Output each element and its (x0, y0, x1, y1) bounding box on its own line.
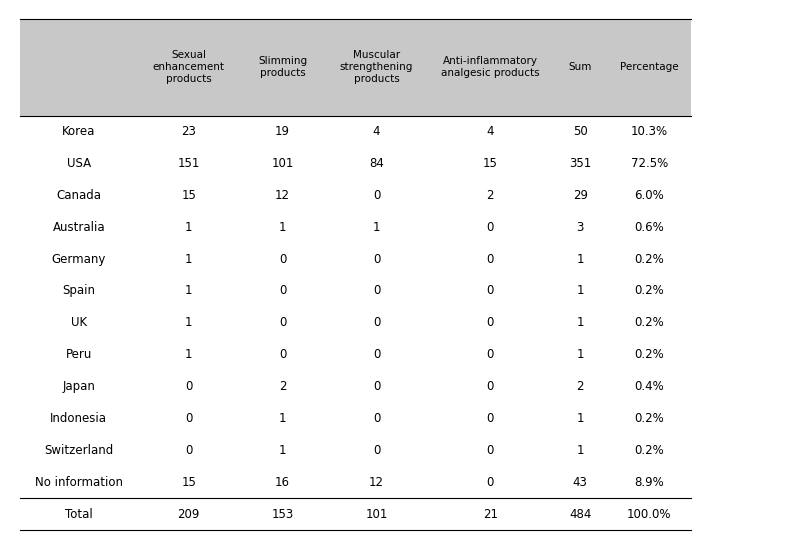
Text: 0: 0 (486, 316, 494, 329)
Text: 0: 0 (486, 348, 494, 361)
Text: 2: 2 (576, 380, 584, 393)
Text: 0.6%: 0.6% (634, 221, 664, 234)
Text: Indonesia: Indonesia (50, 412, 107, 425)
Text: 1: 1 (576, 316, 584, 329)
Text: Canada: Canada (57, 189, 101, 202)
Text: 0: 0 (373, 284, 380, 298)
Text: Slimming
products: Slimming products (258, 57, 307, 79)
Text: 0: 0 (185, 412, 193, 425)
Text: 1: 1 (279, 412, 287, 425)
Text: 16: 16 (275, 476, 290, 489)
Text: 15: 15 (181, 189, 196, 202)
Text: 23: 23 (181, 125, 196, 138)
Text: 1: 1 (185, 348, 193, 361)
Text: 0: 0 (486, 412, 494, 425)
Text: 4: 4 (486, 125, 494, 138)
Text: 0: 0 (373, 412, 380, 425)
Text: 0: 0 (279, 348, 287, 361)
Text: 4: 4 (373, 125, 380, 138)
Text: 6.0%: 6.0% (634, 189, 664, 202)
Text: 151: 151 (178, 157, 200, 170)
Text: Spain: Spain (62, 284, 96, 298)
Text: 19: 19 (275, 125, 290, 138)
Text: 84: 84 (369, 157, 384, 170)
Text: 0: 0 (279, 316, 287, 329)
Text: 0: 0 (373, 380, 380, 393)
Text: Japan: Japan (62, 380, 96, 393)
Text: Sexual
enhancement
products: Sexual enhancement products (153, 51, 224, 84)
Text: 0.2%: 0.2% (634, 316, 664, 329)
Text: Australia: Australia (53, 221, 105, 234)
Text: 101: 101 (365, 508, 388, 521)
Text: 153: 153 (271, 508, 294, 521)
Text: Germany: Germany (52, 252, 106, 266)
Text: USA: USA (67, 157, 91, 170)
Text: UK: UK (71, 316, 87, 329)
Text: 1: 1 (576, 348, 584, 361)
Text: Peru: Peru (65, 348, 92, 361)
Text: 0.2%: 0.2% (634, 284, 664, 298)
Text: Switzerland: Switzerland (45, 444, 113, 457)
Text: 0: 0 (373, 252, 380, 266)
Text: 12: 12 (369, 476, 384, 489)
Text: 351: 351 (569, 157, 591, 170)
Text: 1: 1 (185, 284, 193, 298)
Text: Muscular
strengthening
products: Muscular strengthening products (340, 51, 413, 84)
Text: 1: 1 (185, 252, 193, 266)
Text: 0: 0 (373, 316, 380, 329)
Text: 1: 1 (185, 221, 193, 234)
Text: 1: 1 (576, 284, 584, 298)
Text: 10.3%: 10.3% (630, 125, 668, 138)
Text: 0: 0 (185, 444, 193, 457)
Text: 0.4%: 0.4% (634, 380, 664, 393)
Text: 1: 1 (279, 444, 287, 457)
Text: 0: 0 (486, 284, 494, 298)
Text: 0.2%: 0.2% (634, 348, 664, 361)
Text: 209: 209 (178, 508, 200, 521)
Text: Total: Total (65, 508, 92, 521)
Bar (20, 19, 691, 116)
Text: 0: 0 (279, 252, 287, 266)
Text: 484: 484 (569, 508, 591, 521)
Text: 21: 21 (483, 508, 498, 521)
Text: 1: 1 (576, 444, 584, 457)
Text: 2: 2 (486, 189, 494, 202)
Text: Sum: Sum (568, 62, 592, 73)
Text: 0: 0 (486, 380, 494, 393)
Text: 101: 101 (271, 157, 294, 170)
Text: 1: 1 (576, 412, 584, 425)
Text: 1: 1 (185, 316, 193, 329)
Text: 15: 15 (483, 157, 498, 170)
Text: 0.2%: 0.2% (634, 444, 664, 457)
Text: 1: 1 (279, 221, 287, 234)
Text: 0: 0 (486, 444, 494, 457)
Text: 0: 0 (486, 221, 494, 234)
Text: 0: 0 (486, 476, 494, 489)
Text: 0: 0 (185, 380, 193, 393)
Text: 12: 12 (275, 189, 290, 202)
Text: Anti-inflammatory
analgesic products: Anti-inflammatory analgesic products (441, 57, 540, 79)
Text: 0.2%: 0.2% (634, 252, 664, 266)
Text: 15: 15 (181, 476, 196, 489)
Text: 72.5%: 72.5% (630, 157, 668, 170)
Text: 0.2%: 0.2% (634, 412, 664, 425)
Text: 29: 29 (573, 189, 587, 202)
Text: 0: 0 (486, 252, 494, 266)
Text: 0: 0 (373, 348, 380, 361)
Text: 1: 1 (373, 221, 380, 234)
Text: 0: 0 (373, 189, 380, 202)
Text: Percentage: Percentage (620, 62, 678, 73)
Text: 0: 0 (373, 444, 380, 457)
Text: 43: 43 (573, 476, 587, 489)
Text: 1: 1 (576, 252, 584, 266)
Text: 100.0%: 100.0% (627, 508, 671, 521)
Text: No information: No information (35, 476, 123, 489)
Text: 2: 2 (279, 380, 287, 393)
Text: 0: 0 (279, 284, 287, 298)
Text: 50: 50 (573, 125, 587, 138)
Text: Korea: Korea (62, 125, 96, 138)
Text: 8.9%: 8.9% (634, 476, 664, 489)
Text: 3: 3 (576, 221, 584, 234)
